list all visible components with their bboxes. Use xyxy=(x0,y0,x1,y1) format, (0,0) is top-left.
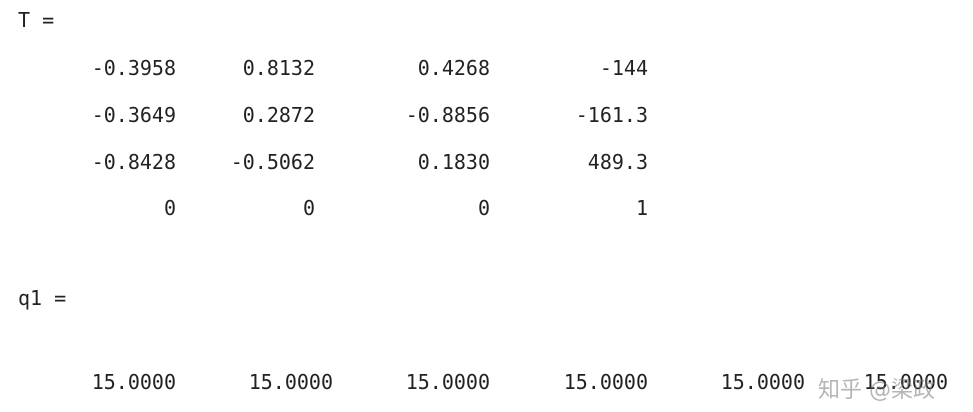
matrix-t-cell: 0 xyxy=(302,196,315,220)
matrix-t-cell: 0 xyxy=(477,196,490,220)
vector-q1-cell: 15.0000 xyxy=(248,370,333,394)
matrix-t-cell: -144 xyxy=(599,56,648,80)
matrix-t-cell: -161.3 xyxy=(575,103,648,127)
vector-q1-cell: 15.0000 xyxy=(720,370,805,394)
matrix-t-cell: -0.3958 xyxy=(91,56,176,80)
vector-q1-label: q1 = xyxy=(18,286,67,310)
matrix-t-cell: 0 xyxy=(163,196,176,220)
matrix-t-cell: 0.1830 xyxy=(417,150,490,174)
vector-q1-cell: 15.0000 xyxy=(91,370,176,394)
matrix-t-cell: -0.5062 xyxy=(230,150,315,174)
matrix-t-cell: 0.4268 xyxy=(417,56,490,80)
matrix-t-label: T = xyxy=(18,8,55,32)
vector-q1-cell: 15.0000 xyxy=(863,370,948,394)
vector-q1-cell: 15.0000 xyxy=(405,370,490,394)
matrix-t-cell: 0.2872 xyxy=(242,103,315,127)
matrix-t-cell: 1 xyxy=(635,196,648,220)
matrix-t-cell: -0.3649 xyxy=(91,103,176,127)
matrix-t-cell: 489.3 xyxy=(587,150,648,174)
matrix-t-cell: 0.8132 xyxy=(242,56,315,80)
watermark-text: 知乎 @梁政 xyxy=(818,378,935,403)
vector-q1-cell: 15.0000 xyxy=(563,370,648,394)
matrix-t-cell: -0.8428 xyxy=(91,150,176,174)
matrix-t-cell: -0.8856 xyxy=(405,103,490,127)
